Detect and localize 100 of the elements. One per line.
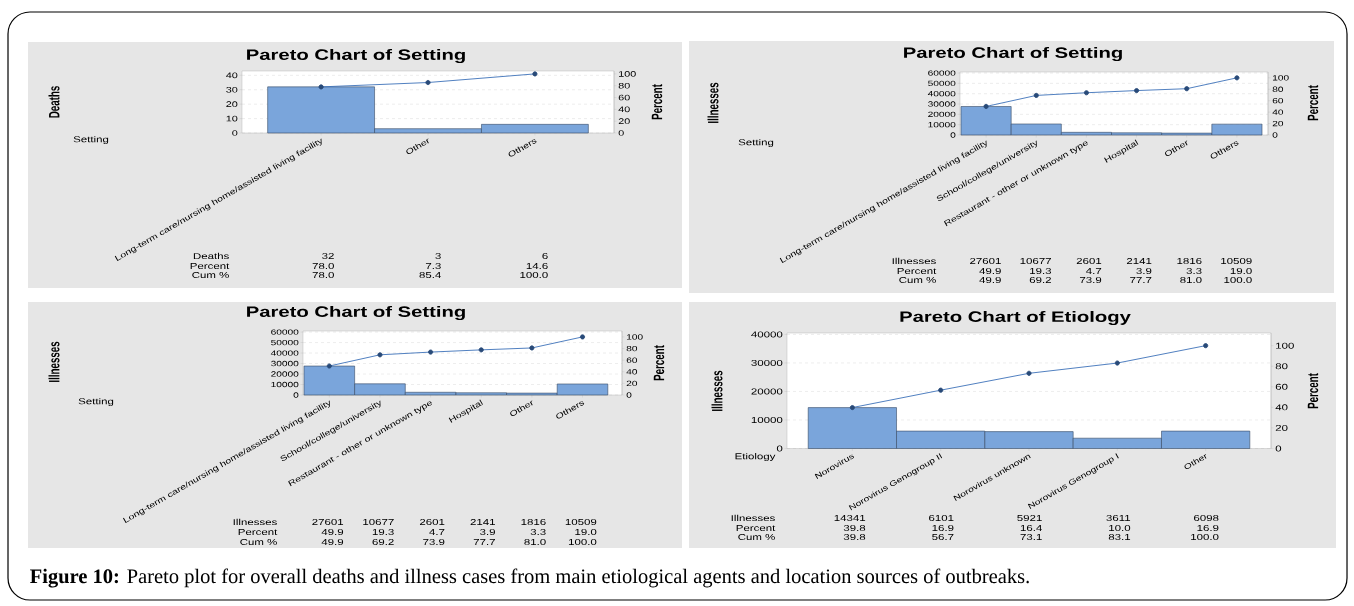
chart-title: Pareto Chart of Setting	[247, 48, 465, 64]
text: 83.1	[1108, 534, 1131, 540]
y2-tick-label: 100	[1276, 342, 1294, 349]
text: Illnesses	[731, 514, 775, 522]
data-label: 10677	[1020, 258, 1051, 264]
data-label: 14341	[834, 515, 866, 521]
y2-tick-label: 60	[618, 94, 630, 101]
data-label: 3	[435, 253, 441, 259]
y-tick-label: 40	[226, 72, 238, 79]
chart-title: Pareto Chart of Setting	[247, 305, 465, 321]
text: 100.0	[568, 539, 597, 545]
data-label: 2141	[470, 519, 495, 525]
text: Cum %	[738, 534, 775, 540]
text: 3.3	[1186, 268, 1202, 274]
text: 78.0	[312, 263, 334, 269]
chart-title: Pareto Chart of Setting	[904, 46, 1122, 62]
y-tick-label: 20	[226, 101, 238, 107]
text: 78.0	[312, 272, 334, 278]
y2-axis-title: Percent	[653, 345, 665, 381]
text: 69.2	[372, 539, 394, 545]
y2-tick-label: 0	[618, 130, 624, 136]
y2-axis-title: Percent	[651, 84, 663, 120]
y2-tick-label: 80	[618, 82, 630, 89]
data-label: 10677	[363, 519, 394, 525]
data-label: 5921	[1017, 515, 1042, 521]
text: 81.0	[1180, 277, 1202, 283]
text: 39.8	[843, 534, 866, 540]
y2-tick-label: 40	[618, 106, 630, 113]
y-tick-label: 0	[232, 130, 238, 136]
text: 77.7	[1130, 277, 1152, 283]
text: 19.0	[1230, 268, 1252, 274]
text: 49.9	[321, 539, 344, 545]
text: 39.8	[843, 525, 866, 531]
text: 100.0	[1191, 534, 1219, 540]
text: Illnesses	[892, 257, 936, 265]
x-axis-title: Setting	[73, 136, 109, 144]
y-tick-label: 10	[226, 115, 238, 122]
x-axis-title: Setting	[78, 398, 114, 406]
text: Cum %	[899, 277, 936, 283]
text: 100.0	[520, 272, 548, 278]
text: 100.0	[1224, 277, 1252, 283]
text: 3.3	[530, 529, 546, 535]
text: 10.0	[1109, 525, 1131, 531]
chart-title: Pareto Chart of Etiology	[900, 310, 1131, 326]
text: 77.7	[473, 539, 495, 545]
y2-axis-title: Percent	[1307, 85, 1319, 121]
data-label: 6101	[929, 515, 954, 521]
text: Percent	[736, 525, 776, 531]
text: 3.9	[480, 529, 495, 535]
y2-tick-label: 20	[1275, 424, 1288, 431]
text: 16.4	[1020, 525, 1042, 531]
data-label: 1816	[1177, 258, 1202, 264]
text: 16.9	[1197, 525, 1219, 531]
y-tick-label: 30	[226, 86, 238, 93]
y2-tick-label: 20	[618, 118, 630, 125]
text: Percent	[190, 263, 230, 269]
text: 19.3	[372, 529, 394, 535]
text: 73.1	[1020, 534, 1042, 540]
text: 4.7	[429, 529, 445, 535]
text: Cum %	[192, 272, 229, 278]
text: Percent	[897, 268, 937, 274]
data-label: 27601	[312, 519, 344, 525]
y2-tick-label: 0	[1275, 445, 1282, 452]
data-label: 32	[322, 253, 334, 259]
x-axis-title: Setting	[738, 139, 774, 147]
text: 49.9	[979, 268, 1001, 274]
data-label: 3611	[1106, 515, 1131, 521]
data-label: 2601	[419, 519, 445, 525]
y-tick-label: 40000	[751, 331, 783, 338]
y-tick-label: 20000	[751, 388, 783, 395]
data-label: 27601	[970, 258, 1001, 264]
x-axis-title: Etiology	[735, 453, 776, 461]
data-label: 10509	[565, 519, 597, 525]
y-axis-title: Illnesses	[707, 82, 719, 123]
y-tick-label: 30000	[751, 359, 783, 366]
text: 7.3	[425, 263, 441, 269]
text: 19.0	[575, 529, 597, 535]
y2-tick-label: 100	[619, 71, 636, 77]
data-label: 2601	[1076, 258, 1102, 264]
text: 73.9	[423, 539, 445, 545]
y2-tick-label: 40	[1275, 404, 1288, 411]
text: Illnesses	[233, 518, 277, 526]
data-label: 2141	[1126, 258, 1152, 264]
y2-axis-title: Percent	[1307, 373, 1319, 409]
text: 81.0	[524, 539, 546, 545]
data-label: 1816	[521, 519, 546, 525]
text: Deaths	[193, 252, 229, 260]
y-axis-title: Deaths	[48, 86, 60, 118]
text: 49.9	[321, 529, 344, 535]
text: 4.7	[1086, 268, 1102, 274]
text: 85.4	[419, 272, 441, 278]
text: Percent	[238, 529, 278, 535]
data-label: 6	[542, 253, 548, 259]
text: 49.9	[979, 277, 1001, 283]
text: 3.9	[1136, 268, 1152, 274]
text: Cum %	[240, 539, 277, 545]
text: 16.9	[932, 525, 954, 531]
y2-tick-label: 60	[1275, 383, 1288, 390]
y2-tick-label: 80	[1275, 363, 1288, 370]
text: 56.7	[932, 534, 954, 540]
